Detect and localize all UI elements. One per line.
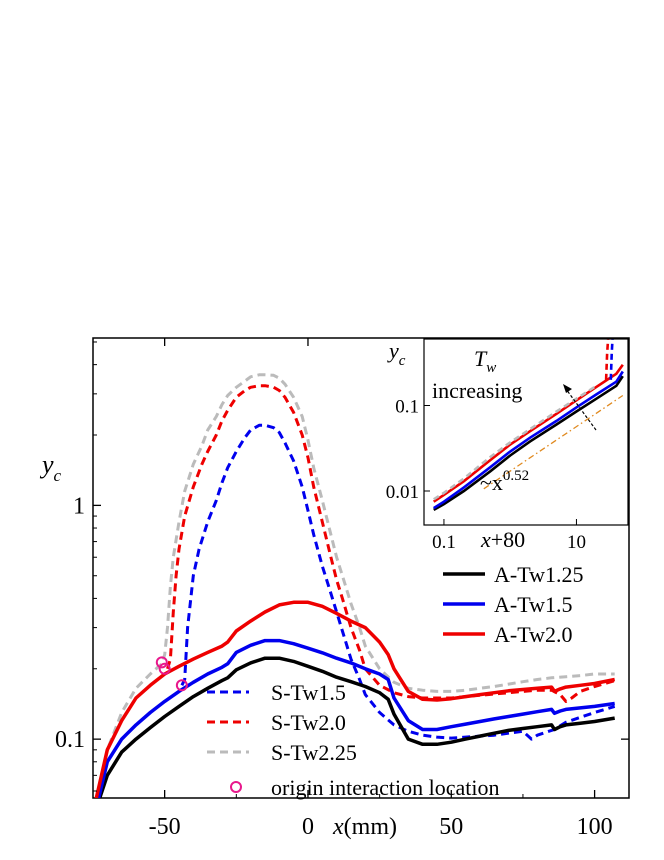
legend-right: A-Tw1.25 A-Tw1.5 A-Tw2.0 [443,562,584,647]
x-tick-label: 0 [302,814,314,840]
inset-x-tick-label: 0.1 [432,532,456,553]
inset-series-line-power-law [483,394,624,490]
inset-series-line-s-tw2-25 [433,384,598,501]
main-y-label-sub: c [54,466,62,485]
inset-ticks-group: 0.1 10 0.01 0.1 [386,397,586,553]
inset-x-tick-label: 10 [567,532,586,553]
inset-x-label: x+80 [480,527,525,552]
legend-label-a-tw15: A-Tw1.5 [494,592,573,617]
inset-power-exp: 0.52 [503,468,529,484]
inset-y-tick-label: 0.1 [395,397,419,418]
legend-left: S-Tw1.5 S-Tw2.0 S-Tw2.25 origin interact… [207,680,500,800]
series-line-a-tw1-25 [97,656,615,798]
inset-series-line-s-tw2-0 [604,339,610,380]
legend-marker-circle [230,781,242,793]
interaction-marker-3 [175,679,188,692]
x-tick-label: -50 [149,814,181,840]
inset-tw-label: Tw [474,346,496,376]
inset-series-group [432,339,624,512]
inset-y-label-sub: c [399,353,406,369]
legend-label-a-tw125: A-Tw1.25 [494,562,584,587]
series-line-a-tw1-5 [96,638,615,798]
increasing-arrow [563,384,597,431]
main-x-label: x(mm) [332,814,397,840]
y-tick-label: 1 [73,493,85,519]
legend-label-s-tw20: S-Tw2.0 [271,710,346,735]
main-ticks-group: -50 0 50 100 0.1 1 [55,338,629,840]
inset-series-line-a-tw1-5 [433,370,624,510]
interaction-markers-group [155,656,188,692]
series-line-s-tw1-5 [180,423,616,741]
inset-y-tick-label: 0.01 [386,482,419,503]
main-series-group [94,373,616,798]
series-line-s-tw2-0 [166,384,616,703]
legend-label-s-tw225: S-Tw2.25 [271,740,357,765]
inset-tw-sub: w [486,360,496,376]
inset-y-label: yc [387,338,406,369]
interaction-marker-2 [158,662,171,675]
inset-increasing-label: increasing [432,378,522,403]
x-tick-label: 100 [577,814,613,840]
series-line-s-tw2-25 [96,373,615,798]
inset-series-line-s-tw1-5 [609,339,614,380]
legend-label-origin: origin interaction location [271,775,500,800]
inset-series-line-a-tw2-0 [432,363,624,503]
inset-power-law-label: ~x0.52 [480,468,529,495]
inset-series-line-a-tw1-25 [433,375,624,512]
x-tick-label: 50 [439,814,463,840]
y-tick-label: 0.1 [55,727,85,753]
main-y-label: yc [39,450,62,485]
series-line-a-tw2-0 [94,600,616,798]
legend-label-a-tw20: A-Tw2.0 [494,622,573,647]
main-plot-frame [92,337,630,799]
legend-label-s-tw15: S-Tw1.5 [271,680,346,705]
inset-plot-frame [423,338,629,526]
interaction-marker-1 [155,656,168,669]
